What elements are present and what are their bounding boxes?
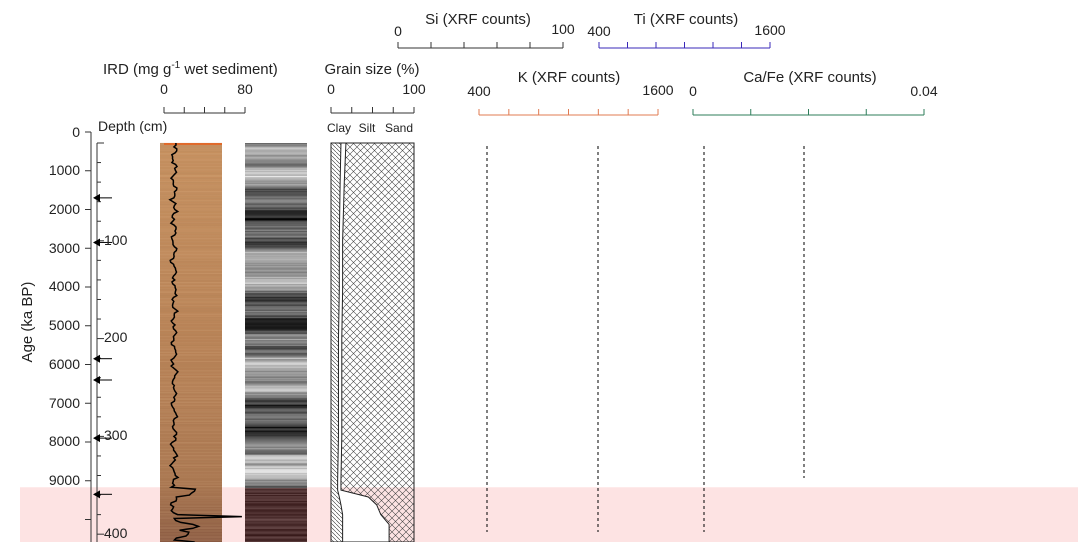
age-axis-title: Age (ka BP)	[19, 282, 36, 363]
age-control-arrow-head	[93, 193, 100, 202]
xray-band	[245, 540, 307, 542]
cafe-tick-max: 0.04	[910, 83, 937, 99]
depth-axis-title: Depth (cm)	[98, 118, 167, 134]
ti-tick-min: 400	[587, 23, 611, 39]
axes-layer	[85, 42, 925, 542]
ti-tick-max: 1600	[754, 22, 785, 38]
age-control-arrow-head	[93, 490, 100, 499]
si-tick-max: 100	[551, 21, 575, 37]
grain-label-clay: Clay	[327, 121, 351, 135]
age-tick-label: 2000	[49, 201, 80, 217]
ird-title: IRD (mg g-1 wet sediment)	[103, 60, 278, 78]
cafe-title: Ca/Fe (XRF counts)	[743, 69, 876, 86]
age-control-arrow-head	[93, 376, 100, 384]
cafe-tick-min: 0	[689, 83, 697, 99]
ird-tick-max: 80	[237, 81, 253, 97]
ti-title: Ti (XRF counts)	[634, 11, 738, 28]
clay-area	[330, 142, 344, 542]
core-photo	[160, 143, 222, 542]
age-tick-label: 8000	[49, 433, 80, 449]
depth-tick-label: 200	[104, 329, 128, 345]
depth-tick-label: 400	[104, 525, 128, 541]
age-tick-label: 0	[72, 124, 80, 140]
age-control-arrow-head	[93, 354, 100, 363]
sand-area	[330, 142, 415, 542]
si-title: Si (XRF counts)	[425, 11, 531, 28]
age-control-arrow-head	[93, 434, 100, 443]
age-control-arrow-head	[93, 238, 100, 247]
grain-title: Grain size (%)	[324, 61, 419, 78]
ird-line	[168, 142, 242, 542]
grain-tick-min: 0	[327, 81, 335, 97]
k-tick-max: 1600	[642, 82, 673, 98]
grain-tick-max: 100	[402, 81, 426, 97]
si-tick-min: 0	[394, 23, 402, 39]
age-tick-label: 5000	[49, 317, 80, 333]
age-tick-label: 1000	[49, 162, 80, 178]
grain-label-sand: Sand	[385, 121, 413, 135]
k-tick-min: 400	[467, 83, 491, 99]
depth-tick-label: 300	[104, 427, 128, 443]
ird-tick-min: 0	[160, 81, 168, 97]
grain-label-silt: Silt	[359, 121, 376, 135]
age-tick-label: 7000	[49, 395, 80, 411]
depth-tick-label: 100	[104, 232, 128, 248]
k-title: K (XRF counts)	[518, 69, 621, 86]
age-tick-label: 6000	[49, 356, 80, 372]
age-tick-label: 4000	[49, 278, 80, 294]
age-tick-label: 9000	[49, 472, 80, 488]
age-tick-label: 3000	[49, 240, 80, 256]
panels-layer	[160, 142, 805, 542]
